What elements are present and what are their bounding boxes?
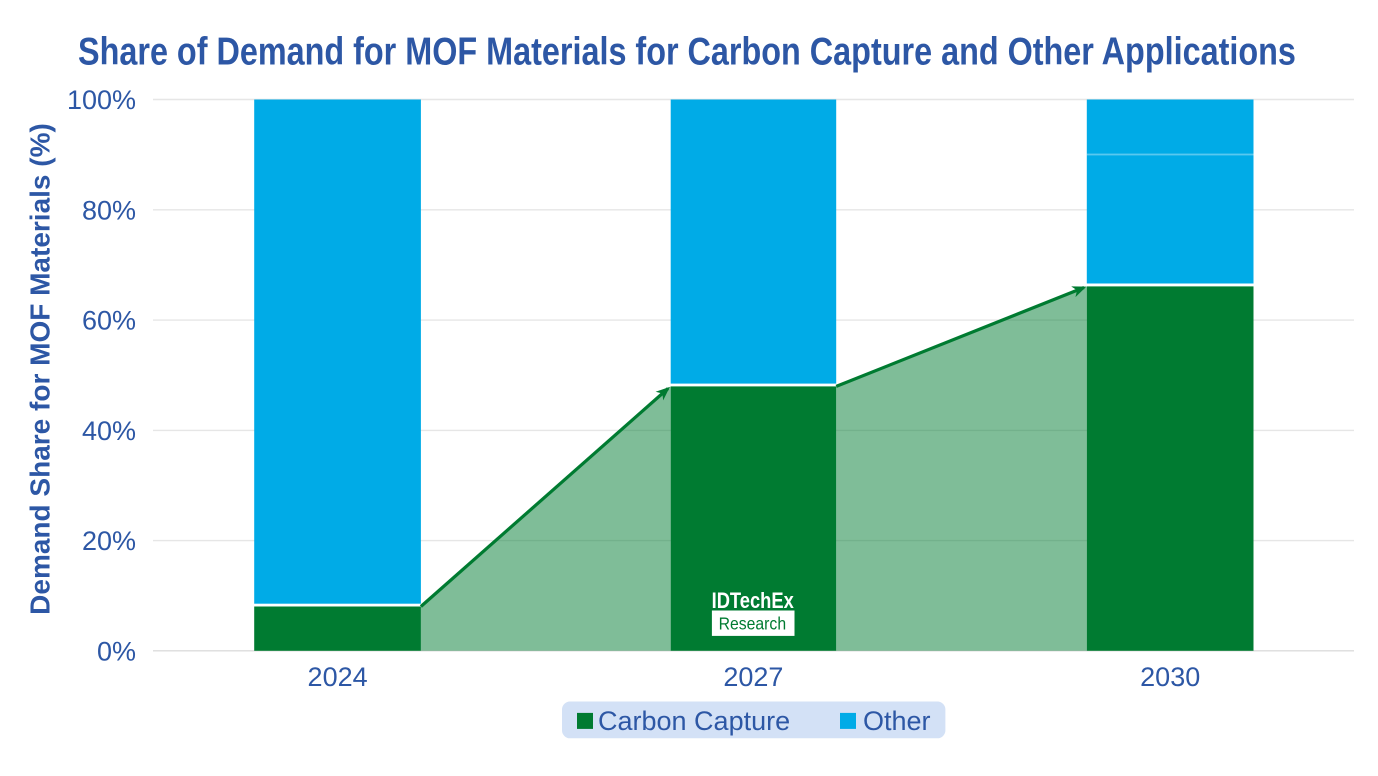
svg-text:0%: 0% bbox=[97, 636, 136, 666]
svg-text:60%: 60% bbox=[82, 306, 136, 336]
svg-text:Share of Demand for MOF Materi: Share of Demand for MOF Materials for Ca… bbox=[78, 30, 1296, 74]
svg-text:20%: 20% bbox=[82, 526, 136, 556]
svg-text:IDTechEx: IDTechEx bbox=[712, 588, 795, 613]
svg-text:Carbon Capture: Carbon Capture bbox=[598, 706, 790, 736]
svg-text:Research: Research bbox=[719, 614, 787, 634]
svg-text:40%: 40% bbox=[82, 416, 136, 446]
svg-text:2027: 2027 bbox=[723, 662, 783, 692]
svg-text:Demand Share for MOF Materials: Demand Share for MOF Materials (%) bbox=[25, 123, 56, 615]
svg-text:Other: Other bbox=[863, 706, 931, 736]
svg-text:100%: 100% bbox=[67, 85, 136, 115]
svg-text:2024: 2024 bbox=[308, 662, 368, 692]
svg-text:2030: 2030 bbox=[1140, 662, 1200, 692]
svg-text:80%: 80% bbox=[82, 195, 136, 225]
